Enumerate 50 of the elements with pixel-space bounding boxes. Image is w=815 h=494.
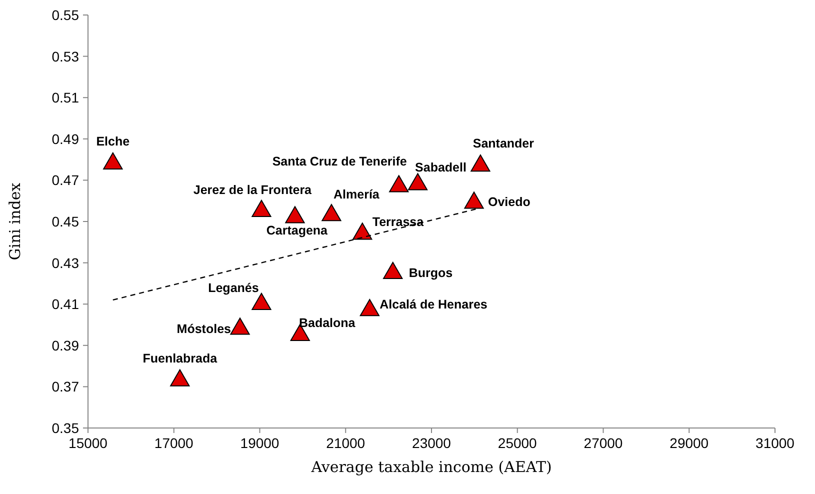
annotation: Santander [472,136,534,151]
annotation: Cartagena [266,223,329,238]
point [322,204,342,222]
point [352,222,372,240]
annotation: Móstoles [176,322,232,336]
point [103,152,123,170]
y-tick-label: 0.37 [52,378,80,395]
x-tick-label: 27000 [584,435,623,451]
x-tick-label: 29000 [670,435,709,451]
annotation: Jerez de la Frontera [193,183,313,198]
x-tick-label: 17000 [154,435,194,451]
y-tick-label: 0.51 [52,90,80,106]
y-tick-label: 0.47 [52,172,80,188]
annotation: Santa Cruz de Tenerife [272,154,407,168]
point [408,173,428,190]
annotation: Sabadell [415,160,466,174]
point [360,299,380,316]
y-tick-label: 0.53 [52,48,80,64]
point [464,192,484,209]
x-tick-label: 23000 [412,435,452,451]
annotation: Terrassa [372,214,425,229]
point [470,154,490,172]
x-tick-label: 21000 [326,435,366,451]
y-tick-label: 0.39 [52,337,80,354]
y-tick-label: 0.49 [52,130,80,147]
annotation: Alcalá de Henares [380,297,488,312]
y-tick-label: 0.43 [52,254,80,271]
point [389,175,409,192]
x-tick-label: 19000 [240,435,280,451]
annotation: Fuenlabrada [142,352,218,366]
y-tick-label: 0.35 [52,420,80,436]
point [285,206,305,224]
y-tick-label: 0.55 [52,7,80,23]
x-tick-label: 15000 [68,435,108,451]
y-tick-label: 0.41 [52,296,80,312]
point [252,200,272,218]
annotation: Elche [96,134,130,149]
annotation: Oviedo [488,194,531,209]
x-tick-label: 31000 [756,435,795,451]
x-axis-title: Average taxable income (AEAT) [310,458,552,476]
y-tick-label: 0.45 [52,214,80,230]
annotation: Leganés [208,281,259,296]
x-tick-label: 25000 [498,435,538,451]
annotation: Burgos [408,266,453,280]
point [170,369,190,386]
annotation: Almería [334,187,380,202]
annotation: Badalona [298,316,356,330]
y-axis-title: Gini index [6,182,24,260]
point [230,318,250,335]
point [383,262,403,279]
